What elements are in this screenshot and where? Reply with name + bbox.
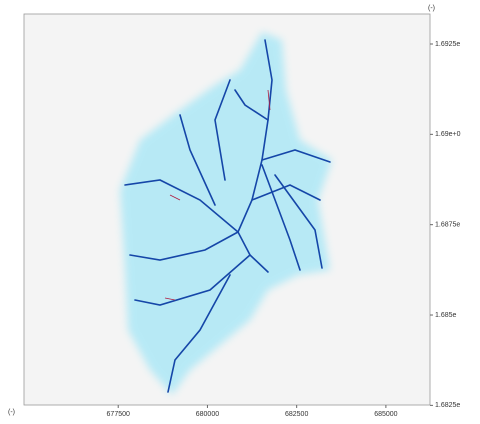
x-tick-label: 682500 [285,411,308,418]
x-tick-label: 685000 [374,411,397,418]
y-tick-label: 1.685e [435,312,457,319]
y-tick-label: 1.6825e [435,402,460,409]
y-tick-label: 1.6875e [435,222,460,229]
y-tick-label: 1.6925e [435,41,460,48]
map-view: (-) (-) 677500 680000 682500 685000 1.6925e 1… [0,0,480,424]
y-tick-label: 1.69e+0 [435,131,461,138]
x-tick-label: 677500 [107,411,130,418]
x-axis-label: (-) [8,409,15,416]
x-tick-label: 680000 [196,411,219,418]
y-axis-label: (-) [428,5,435,12]
